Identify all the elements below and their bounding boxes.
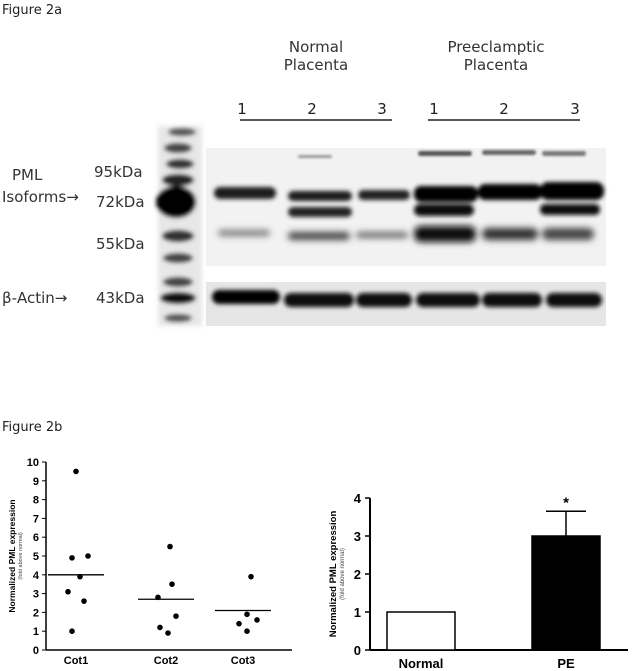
data-point — [169, 581, 175, 587]
marker-95kda: 95kDa — [94, 163, 143, 181]
pml-isoforms-label: Isoforms→ — [2, 188, 79, 206]
data-point — [155, 594, 161, 601]
bar — [531, 535, 601, 651]
marker-72kda: 72kDa — [96, 193, 145, 211]
x-tick-label: PE — [557, 656, 575, 671]
bar-chart: 0 1 2 3 4 Normalized PML expression (fold abov… — [328, 491, 628, 671]
y-axis-sublabel: (fold above normal) — [340, 548, 346, 600]
x-tick-label: Normal — [399, 656, 444, 671]
x-tick-label: Cot2 — [154, 655, 178, 667]
y-tick-label: 0 — [354, 643, 361, 658]
data-point — [69, 555, 75, 561]
figure-2a-label: Figure 2a — [2, 3, 63, 18]
actin-bands — [212, 290, 602, 307]
data-point — [173, 613, 179, 619]
pml-label: PML — [12, 166, 43, 184]
significance-asterisk: * — [563, 494, 569, 511]
y-tick-label: 2 — [33, 607, 39, 619]
marker-55kda: 55kDa — [96, 235, 145, 253]
y-axis-sublabel: (fold above normal) — [18, 532, 24, 580]
data-point — [81, 598, 87, 604]
pml-bands — [214, 182, 604, 217]
data-point — [248, 573, 254, 580]
figure-2b-label: Figure 2b — [2, 420, 63, 435]
y-tick-label: 4 — [33, 570, 40, 582]
y-tick-label: 5 — [33, 551, 39, 563]
scatter-chart: 0 1 2 3 4 5 6 7 8 9 10 Normalized PML expression (fo… — [7, 457, 292, 667]
data-point — [69, 628, 75, 634]
bar — [386, 611, 456, 651]
lane-number: 1 — [237, 100, 247, 118]
y-tick-label: 3 — [354, 529, 361, 544]
marker-ladder — [156, 126, 202, 326]
western-blot-image — [156, 119, 606, 326]
y-tick-label: 8 — [33, 495, 39, 507]
y-tick-label: 7 — [33, 513, 39, 525]
x-tick-label: Cot1 — [64, 655, 88, 667]
data-point — [254, 617, 260, 623]
y-tick-label: 10 — [27, 457, 39, 469]
group-header-normal: Normal Placenta — [283, 38, 349, 74]
data-point — [77, 573, 83, 580]
y-tick-label: 9 — [33, 476, 39, 488]
data-point — [165, 630, 171, 636]
y-tick-label: 1 — [33, 626, 39, 638]
y-tick-label: 0 — [33, 645, 39, 657]
lane-number: 2 — [307, 100, 317, 118]
y-tick-label: 2 — [354, 567, 361, 582]
beta-actin-label: β-Actin→ — [2, 289, 68, 307]
x-tick-label: Cot3 — [231, 655, 255, 667]
y-axis-label: Normalized PML expression — [328, 511, 339, 638]
y-tick-label: 3 — [33, 589, 39, 601]
y-tick-label: 6 — [33, 532, 39, 544]
data-point — [244, 611, 250, 618]
data-point — [85, 553, 91, 559]
marker-43kda: 43kDa — [96, 289, 145, 307]
data-point — [236, 620, 242, 627]
y-tick-label: 4 — [354, 491, 362, 506]
lane-number: 3 — [570, 100, 580, 118]
data-point — [167, 543, 173, 550]
group-header-preeclamptic: Preeclamptic Placenta — [447, 38, 545, 74]
data-point — [73, 468, 79, 475]
y-tick-label: 1 — [354, 605, 361, 620]
data-point — [244, 628, 250, 634]
lane-number: 1 — [429, 100, 439, 118]
lane-number: 2 — [499, 100, 509, 118]
data-point — [65, 588, 71, 595]
data-point — [157, 624, 163, 631]
y-axis-label: Normalized PML expression — [7, 499, 17, 612]
lane-number: 3 — [377, 100, 387, 118]
